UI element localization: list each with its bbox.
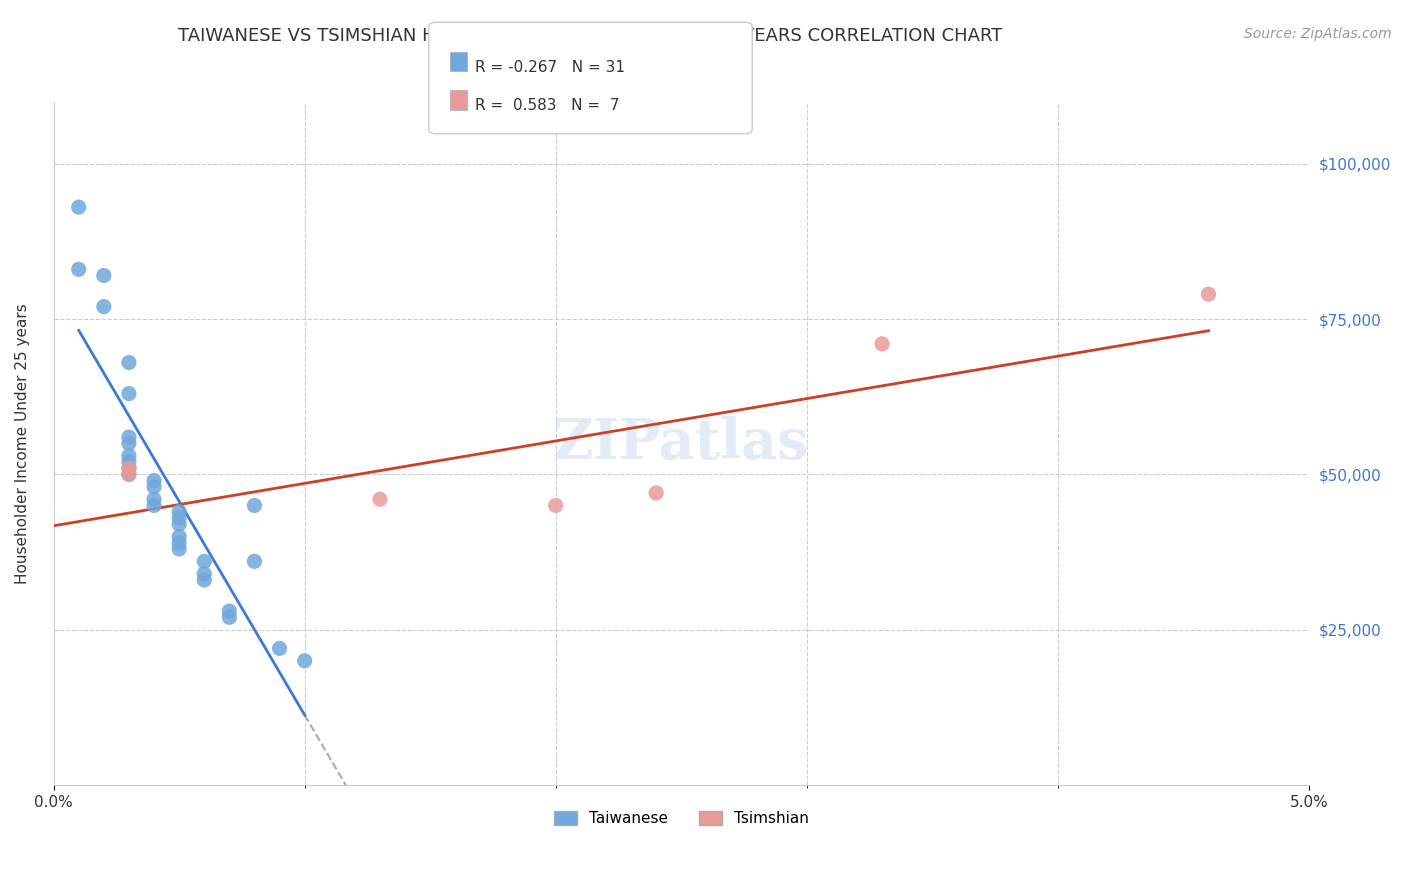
Point	[67, 200, 90, 214]
Point	[118, 355, 141, 369]
Point	[167, 535, 190, 549]
Point	[167, 529, 190, 543]
Text: ZIPatlas: ZIPatlas	[553, 416, 810, 471]
Point	[1198, 287, 1220, 301]
Point	[167, 505, 190, 519]
Point	[243, 499, 266, 513]
Point	[93, 268, 115, 283]
Point	[167, 517, 190, 532]
Point	[118, 461, 141, 475]
Text: R =  0.583   N =  7: R = 0.583 N = 7	[475, 98, 620, 113]
Point	[167, 511, 190, 525]
Point	[143, 499, 166, 513]
Point	[167, 541, 190, 556]
Point	[645, 486, 668, 500]
Point	[143, 480, 166, 494]
Point	[118, 386, 141, 401]
Point	[143, 474, 166, 488]
Point	[294, 654, 316, 668]
Point	[93, 300, 115, 314]
Point	[118, 436, 141, 450]
Point	[118, 449, 141, 463]
Text: TAIWANESE VS TSIMSHIAN HOUSEHOLDER INCOME UNDER 25 YEARS CORRELATION CHART: TAIWANESE VS TSIMSHIAN HOUSEHOLDER INCOM…	[179, 27, 1002, 45]
Text: R = -0.267   N = 31: R = -0.267 N = 31	[475, 60, 626, 75]
Point	[118, 430, 141, 444]
Point	[193, 573, 215, 587]
Point	[118, 461, 141, 475]
Point	[368, 492, 391, 507]
Text: Source: ZipAtlas.com: Source: ZipAtlas.com	[1244, 27, 1392, 41]
Point	[193, 554, 215, 568]
Point	[218, 610, 240, 624]
Point	[544, 499, 567, 513]
Point	[118, 467, 141, 482]
Point	[870, 337, 893, 351]
Point	[269, 641, 291, 656]
Legend: Taiwanese, Tsimshian: Taiwanese, Tsimshian	[548, 805, 814, 832]
Point	[118, 467, 141, 482]
Y-axis label: Householder Income Under 25 years: Householder Income Under 25 years	[15, 303, 30, 583]
Point	[67, 262, 90, 277]
Point	[118, 455, 141, 469]
Point	[243, 554, 266, 568]
Point	[143, 492, 166, 507]
Point	[218, 604, 240, 618]
Point	[193, 566, 215, 581]
